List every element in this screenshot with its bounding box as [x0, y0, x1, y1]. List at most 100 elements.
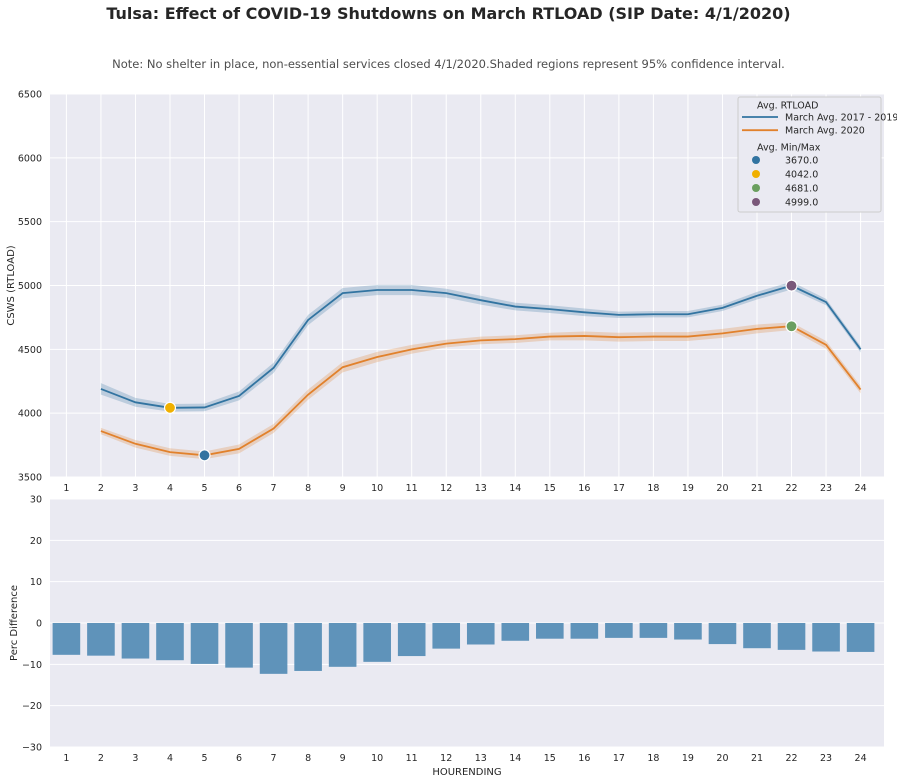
top-x-tick-label: 6	[236, 483, 242, 494]
bottom-x-tick-label: 8	[305, 753, 311, 764]
marker-point-4042-0	[163, 401, 177, 414]
bar-hour-12	[432, 623, 461, 649]
series-2-line	[100, 325, 862, 457]
top-x-tick-label: 13	[475, 483, 487, 494]
bottom-x-tick-label: 7	[271, 753, 277, 764]
top-x-tick-label: 19	[682, 483, 694, 494]
bottom-y-axis-label: Perc Difference	[9, 585, 20, 661]
bar-hour-23	[812, 623, 840, 652]
top-x-tick-label: 3	[132, 483, 138, 494]
bar-hour-20	[708, 623, 737, 645]
top-x-tick-label: 2	[98, 483, 104, 494]
legend-line-entry: March Avg. 2020	[785, 126, 865, 137]
top-y-tick-label: 3500	[18, 473, 42, 484]
bottom-x-tick-label: 24	[855, 753, 867, 764]
legend-marker-entry: 4042.0	[785, 170, 818, 181]
bar-hour-21	[743, 623, 771, 649]
legend-marker-swatch	[752, 198, 760, 206]
bottom-x-tick-label: 17	[613, 753, 625, 764]
bar-hour-2	[87, 623, 115, 656]
top-x-tick-label: 9	[340, 483, 346, 494]
bottom-x-tick-label: 6	[236, 753, 242, 764]
legend-marker-entry: 4681.0	[785, 184, 818, 195]
top-y-tick-label: 4000	[18, 409, 42, 420]
top-x-tick-label: 14	[509, 483, 521, 494]
legend-marker-swatch	[752, 170, 760, 178]
top-x-tick-label: 15	[544, 483, 556, 494]
top-y-tick-label: 6000	[18, 153, 42, 164]
bar-hour-13	[466, 623, 495, 645]
bottom-x-axis-label: HOURENDING	[432, 767, 501, 778]
marker-point-3670-0	[198, 449, 211, 462]
bar-hour-3	[121, 623, 150, 659]
bar-hour-4	[156, 623, 184, 661]
marker-point-4681-0	[785, 320, 798, 333]
top-x-tick-label: 8	[305, 483, 311, 494]
legend-line-title: Avg. RTLOAD	[757, 101, 818, 112]
marker-point-4999-0	[785, 279, 798, 292]
bottom-x-tick-label: 13	[475, 753, 487, 764]
bottom-x-tick-label: 16	[578, 753, 590, 764]
legend-marker-title: Avg. Min/Max	[757, 143, 821, 154]
bottom-y-tick-label: −10	[22, 660, 42, 671]
bar-hour-8	[294, 623, 322, 671]
top-x-tick-label: 12	[440, 483, 452, 494]
bottom-x-tick-label: 5	[201, 753, 207, 764]
top-y-tick-label: 5000	[18, 281, 42, 292]
top-y-tick-label: 6500	[18, 90, 42, 101]
top-x-tick-label: 7	[271, 483, 277, 494]
bottom-y-tick-label: −20	[22, 701, 42, 712]
bottom-y-tick-label: −30	[22, 743, 42, 754]
bottom-y-tick-label: 30	[30, 495, 42, 506]
bar-hour-19	[674, 623, 702, 640]
legend-line-entry: March Avg. 2017 - 2019	[785, 113, 897, 124]
bar-hour-5	[190, 623, 219, 664]
legend-marker-entry: 3670.0	[785, 156, 818, 167]
bottom-x-tick-label: 21	[751, 753, 763, 764]
top-x-tick-label: 22	[785, 483, 797, 494]
bar-hour-18	[639, 623, 668, 638]
bottom-x-tick-label: 18	[647, 753, 659, 764]
bar-hour-22	[777, 623, 806, 650]
top-x-tick-label: 1	[63, 483, 69, 494]
top-y-tick-label: 5500	[18, 217, 42, 228]
bar-hour-11	[397, 623, 426, 657]
bottom-x-tick-label: 22	[785, 753, 797, 764]
legend-marker-swatch	[752, 184, 760, 192]
legend-box	[737, 96, 882, 213]
bottom-x-tick-label: 23	[820, 753, 832, 764]
bar-hour-16	[570, 623, 599, 639]
top-x-tick-label: 20	[716, 483, 728, 494]
bar-hour-1	[52, 623, 81, 655]
top-series-group	[100, 281, 862, 460]
bottom-x-tick-label: 12	[440, 753, 452, 764]
figure-note: Note: No shelter in place, non-essential…	[112, 57, 785, 71]
top-x-tick-label: 5	[201, 483, 207, 494]
bottom-x-tick-label: 11	[406, 753, 418, 764]
top-y-axis-label: CSWS (RTLOAD)	[6, 245, 17, 325]
bottom-x-tick-label: 3	[132, 753, 138, 764]
bottom-x-tick-label: 19	[682, 753, 694, 764]
bottom-x-tick-label: 4	[167, 753, 173, 764]
bar-hour-15	[536, 623, 564, 639]
bar-hour-7	[259, 623, 288, 674]
bar-hour-10	[363, 623, 391, 662]
top-x-tick-label: 10	[371, 483, 383, 494]
bottom-x-tick-label: 14	[509, 753, 521, 764]
top-x-tick-label: 18	[647, 483, 659, 494]
top-x-tick-label: 16	[578, 483, 590, 494]
series-1-line	[100, 284, 862, 409]
figure-title: Tulsa: Effect of COVID-19 Shutdowns on M…	[106, 4, 791, 23]
bottom-x-tick-label: 15	[544, 753, 556, 764]
bottom-x-tick-label: 1	[63, 753, 69, 764]
bar-hour-17	[605, 623, 633, 638]
top-x-tick-label: 23	[820, 483, 832, 494]
legend-marker-swatch	[752, 156, 760, 164]
top-x-tick-label: 11	[406, 483, 418, 494]
bottom-y-tick-label: 10	[30, 577, 42, 588]
bottom-x-tick-label: 9	[340, 753, 346, 764]
top-x-tick-label: 21	[751, 483, 763, 494]
